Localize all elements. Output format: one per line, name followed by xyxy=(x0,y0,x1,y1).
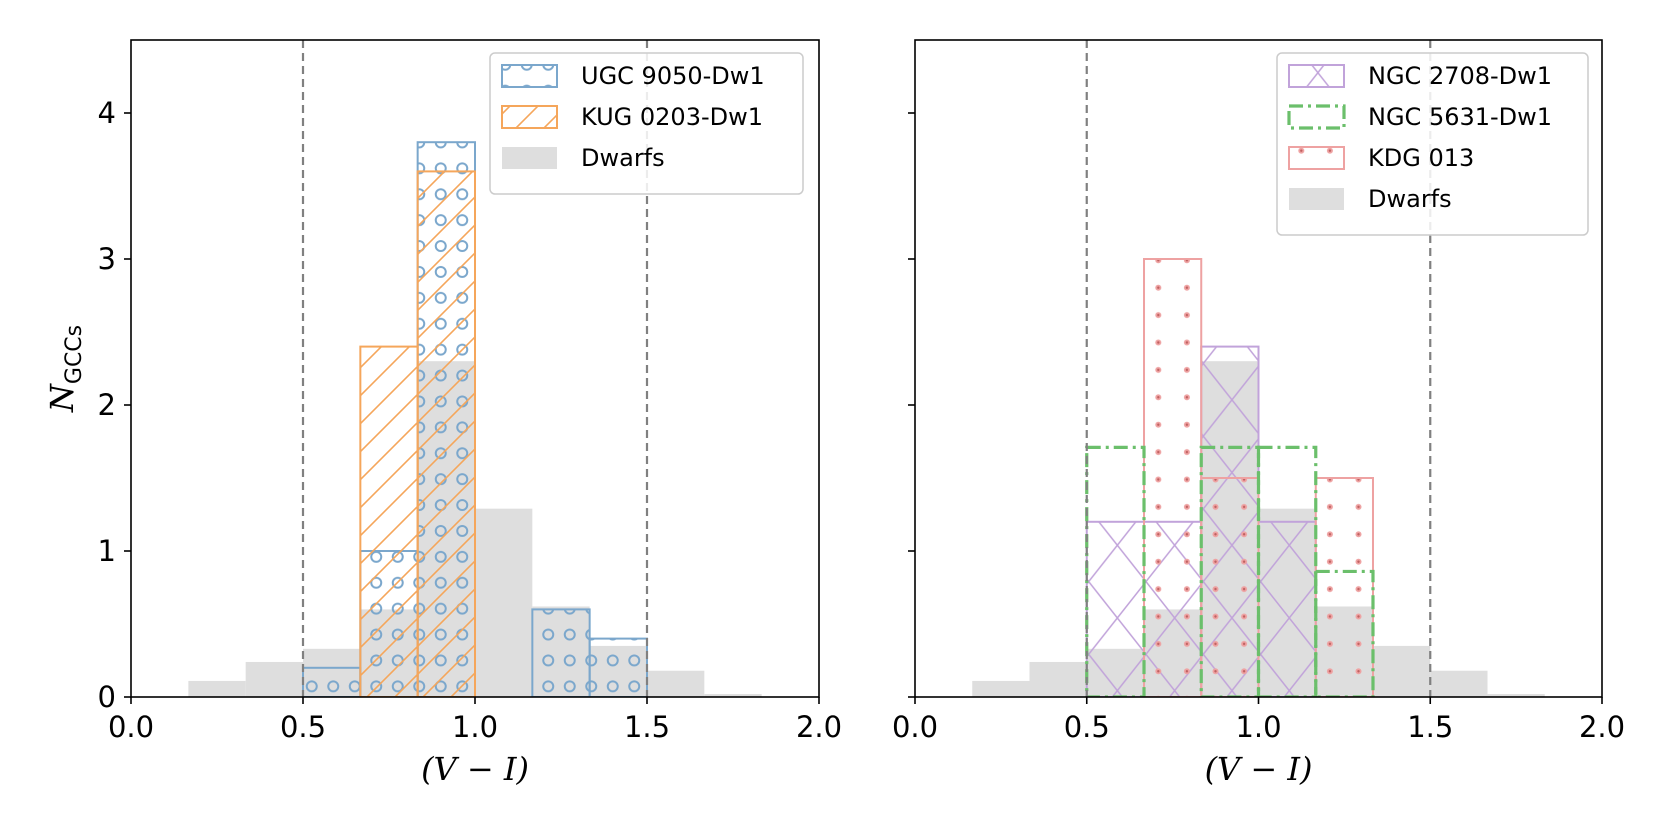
bar-dwarfs xyxy=(972,680,1030,697)
bar-dwarfs xyxy=(704,694,762,697)
bar-dwarfs xyxy=(1029,661,1087,697)
x-tick-label: 0.0 xyxy=(108,710,154,744)
legend-handle-ngc-5631-dw1 xyxy=(1287,104,1346,130)
y-tick-label: 4 xyxy=(98,96,116,130)
legend-handle-kdg-013 xyxy=(1288,146,1345,170)
bar-ngc-5631-dw1 xyxy=(1314,569,1375,697)
bar-dwarfs xyxy=(647,670,705,697)
legend-label: KDG 013 xyxy=(1368,144,1474,172)
legend: NGC 2708-Dw1 NGC 5631-Dw1 KDG 013 Dwarfs xyxy=(1276,52,1589,236)
legend: UGC 9050-Dw1 KUG 0203-Dw1 Dwarfs xyxy=(489,52,804,195)
bar-ugc-9050-dw1 xyxy=(302,666,362,697)
bar-dwarfs xyxy=(475,508,533,697)
bar-kdg-013 xyxy=(1200,477,1260,697)
x-tick-label: 0.0 xyxy=(892,710,938,744)
panel-left: 0.0 0.5 1.0 1.5 2.0 0 1 2 3 4 (V − I) NGCCs UGC 9050… xyxy=(43,39,842,788)
y-tick-label: 0 xyxy=(98,680,116,714)
plot-area xyxy=(972,40,1545,697)
y-tick-label: 2 xyxy=(98,388,116,422)
bar-ugc-9050-dw1 xyxy=(588,637,649,697)
x-axis-label: (V − I) xyxy=(421,750,529,788)
legend-handle-kug-0203-dw1 xyxy=(501,105,558,129)
legend-box xyxy=(489,52,804,195)
bar-kdg-013 xyxy=(1314,477,1374,697)
x-tick-label: 1.0 xyxy=(1235,710,1281,744)
x-axis-label: (V − I) xyxy=(1205,750,1313,788)
legend-handle-ugc-9050-dw1 xyxy=(501,64,558,88)
legend-label: NGC 5631-Dw1 xyxy=(1368,103,1552,131)
y-tick-label: 3 xyxy=(98,242,116,276)
bar-kug-0203-dw1 xyxy=(359,345,419,697)
bar-dwarfs xyxy=(245,661,303,697)
y-tick-label: 1 xyxy=(98,534,116,568)
bar-dwarfs xyxy=(1487,694,1545,697)
panel-right: 0.0 0.5 1.0 1.5 2.0 (V − I) NGC 2708-Dw1 NGC 56… xyxy=(892,39,1625,788)
legend-handle-ngc-2708-dw1 xyxy=(1288,64,1345,88)
y-axis-label-sub: GCCs xyxy=(62,325,87,384)
x-tick-label: 1.5 xyxy=(1407,710,1453,744)
x-tick-label: 0.5 xyxy=(280,710,326,744)
bar-ugc-9050-dw1 xyxy=(531,608,591,697)
bar-kdg-013 xyxy=(1143,258,1203,697)
y-axis-label: NGCCs xyxy=(43,325,87,413)
bar-dwarfs xyxy=(1430,670,1488,697)
y-axis-label-main: N xyxy=(43,383,81,413)
x-tick-label: 2.0 xyxy=(796,710,842,744)
bar-ngc-2708-dw1 xyxy=(1257,520,1317,697)
bar-dwarfs xyxy=(188,680,246,697)
legend-label: KUG 0203-Dw1 xyxy=(581,103,763,131)
legend-label: Dwarfs xyxy=(581,144,665,172)
bar-ngc-2708-dw1 xyxy=(1085,520,1146,697)
legend-handle-dwarfs xyxy=(1289,188,1344,210)
bar-dwarfs xyxy=(1372,645,1431,697)
x-tick-label: 1.5 xyxy=(624,710,670,744)
x-tick-label: 0.5 xyxy=(1064,710,1110,744)
plot-area xyxy=(188,40,762,697)
x-tick-label: 1.0 xyxy=(452,710,498,744)
legend-handle-dwarfs xyxy=(502,147,557,169)
legend-label: NGC 2708-Dw1 xyxy=(1368,62,1552,90)
bar-ngc-5631-dw1 xyxy=(1085,445,1146,697)
x-tick-label: 2.0 xyxy=(1579,710,1625,744)
bar-kug-0203-dw1 xyxy=(416,170,477,697)
legend-label: Dwarfs xyxy=(1368,185,1452,213)
legend-box xyxy=(1276,52,1589,236)
legend-label: UGC 9050-Dw1 xyxy=(581,62,765,90)
